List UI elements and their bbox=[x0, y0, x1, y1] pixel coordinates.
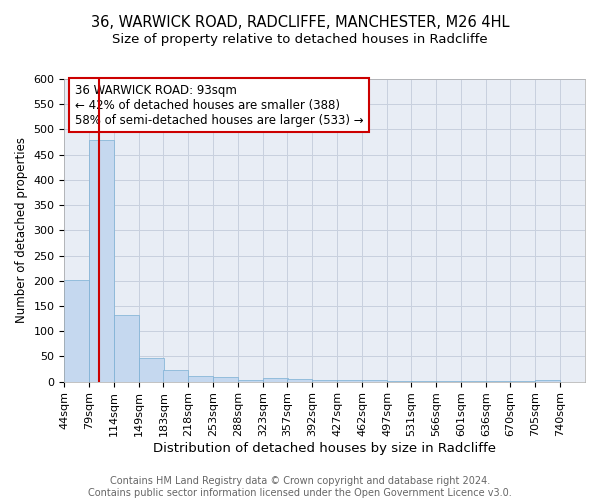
Bar bbox=[387, 381, 412, 382]
Bar bbox=[535, 380, 560, 382]
Bar bbox=[287, 378, 312, 382]
Text: 36 WARWICK ROAD: 93sqm
← 42% of detached houses are smaller (388)
58% of semi-de: 36 WARWICK ROAD: 93sqm ← 42% of detached… bbox=[75, 84, 364, 126]
Bar bbox=[238, 380, 263, 382]
Bar bbox=[188, 376, 213, 382]
Bar bbox=[312, 380, 337, 382]
Bar bbox=[213, 376, 238, 382]
Bar bbox=[486, 381, 511, 382]
Text: Contains HM Land Registry data © Crown copyright and database right 2024.
Contai: Contains HM Land Registry data © Crown c… bbox=[88, 476, 512, 498]
Y-axis label: Number of detached properties: Number of detached properties bbox=[15, 138, 28, 324]
Bar bbox=[337, 380, 362, 382]
Bar bbox=[411, 381, 436, 382]
Bar bbox=[362, 380, 387, 382]
Bar bbox=[89, 140, 114, 382]
Bar bbox=[461, 381, 486, 382]
Bar bbox=[114, 315, 139, 382]
X-axis label: Distribution of detached houses by size in Radcliffe: Distribution of detached houses by size … bbox=[153, 442, 496, 455]
Bar bbox=[139, 358, 164, 382]
Text: Size of property relative to detached houses in Radcliffe: Size of property relative to detached ho… bbox=[112, 32, 488, 46]
Bar bbox=[263, 378, 288, 382]
Bar bbox=[436, 381, 461, 382]
Bar bbox=[510, 381, 535, 382]
Bar bbox=[163, 370, 188, 382]
Bar bbox=[64, 280, 89, 382]
Text: 36, WARWICK ROAD, RADCLIFFE, MANCHESTER, M26 4HL: 36, WARWICK ROAD, RADCLIFFE, MANCHESTER,… bbox=[91, 15, 509, 30]
